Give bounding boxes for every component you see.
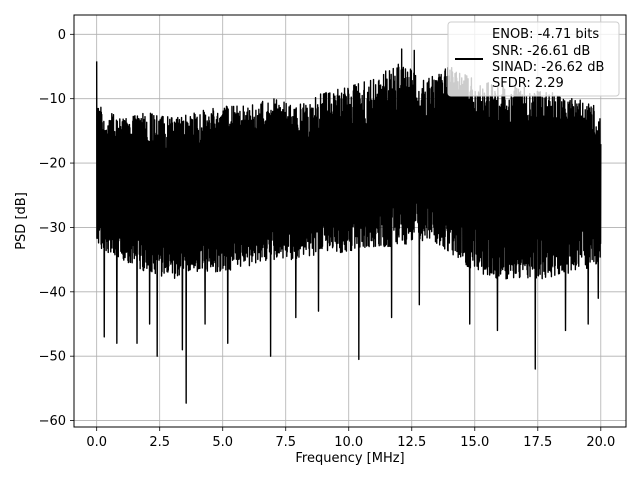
y-tick-label: 0	[58, 28, 66, 43]
legend-sfdr: SFDR: 2.29	[492, 76, 564, 91]
y-tick-label: −30	[39, 221, 66, 236]
y-tick-label: −20	[39, 157, 66, 172]
x-tick-label: 15.0	[460, 435, 489, 450]
x-tick-label: 17.5	[523, 435, 552, 450]
y-tick-label: −60	[39, 414, 66, 429]
plot-frame	[73, 14, 627, 428]
legend-snr: SNR: -26.61 dB	[492, 44, 590, 59]
y-tick-label: −40	[39, 285, 66, 300]
legend-enob: ENOB: -4.71 bits	[492, 27, 599, 42]
x-tick-label: 5.0	[212, 435, 233, 450]
legend: ENOB: -4.71 bits SNR: -26.61 dB SINAD: -…	[447, 21, 620, 97]
x-tick-label: 12.5	[397, 435, 426, 450]
y-axis-label: PSD [dB]	[14, 192, 29, 250]
y-tick-label: −10	[39, 92, 66, 107]
y-tick-label: −50	[39, 350, 66, 365]
axis-ticks: 0.0 2.5 5.0 7.5 10.0 12.5 15.0 17.5 20.0 0 −10 −20 −…	[39, 28, 616, 450]
x-tick-label: 7.5	[275, 435, 296, 450]
legend-sinad: SINAD: -26.62 dB	[492, 60, 604, 75]
x-tick-label: 10.0	[334, 435, 363, 450]
x-axis-label: Frequency [MHz]	[295, 451, 404, 466]
x-tick-label: 0.0	[86, 435, 107, 450]
x-tick-label: 20.0	[586, 435, 615, 450]
x-tick-label: 2.5	[149, 435, 170, 450]
legend-box	[447, 21, 620, 97]
